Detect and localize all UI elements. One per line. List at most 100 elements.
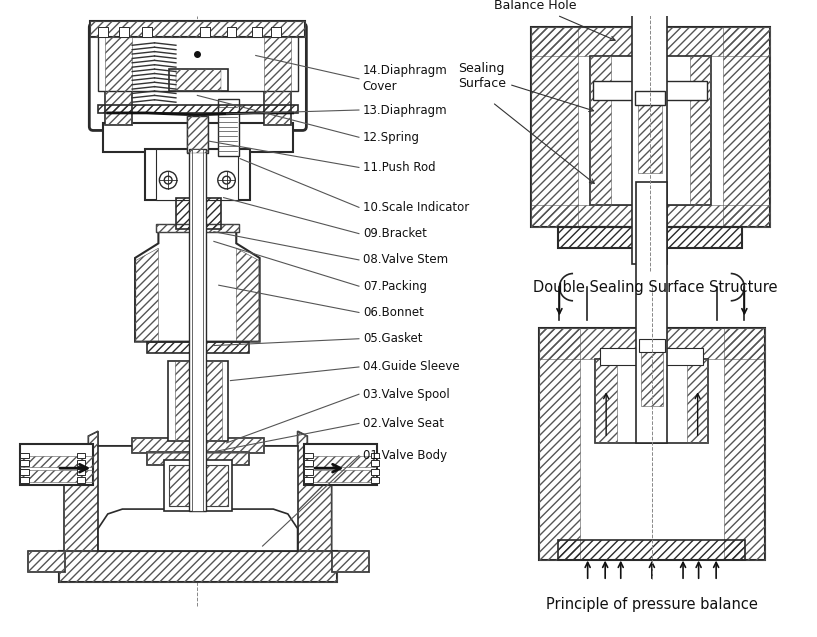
Bar [28, 551, 65, 572]
Bar [28, 551, 65, 572]
Bar [77, 477, 86, 483]
Bar [132, 438, 264, 453]
Polygon shape [135, 229, 260, 341]
Bar [559, 540, 745, 560]
Text: 04.Guide Sleeve: 04.Guide Sleeve [363, 361, 459, 373]
Bar [20, 453, 29, 459]
Text: 02.Valve Seat: 02.Valve Seat [363, 417, 444, 430]
Bar [157, 224, 239, 232]
Bar [371, 469, 379, 475]
Bar [638, 97, 662, 173]
Bar [59, 551, 337, 582]
FancyBboxPatch shape [89, 24, 306, 131]
Bar [169, 465, 227, 506]
Bar [77, 469, 86, 475]
Text: 07.Packing: 07.Packing [363, 280, 426, 292]
Bar [539, 328, 580, 560]
Text: Double Sealing Surface Structure: Double Sealing Surface Structure [533, 280, 777, 296]
Text: 09.Bracket: 09.Bracket [363, 227, 426, 240]
Bar [186, 116, 208, 153]
Text: 11.Push Rod: 11.Push Rod [363, 161, 435, 174]
Bar [132, 438, 264, 453]
Bar [20, 444, 93, 485]
Text: 13.Diaphragm: 13.Diaphragm [363, 103, 448, 117]
Text: 03.Valve Spool: 03.Valve Spool [363, 388, 449, 401]
Bar [142, 27, 152, 37]
Polygon shape [98, 446, 297, 551]
Bar [168, 361, 229, 441]
Bar [20, 469, 29, 475]
Polygon shape [64, 431, 168, 551]
Bar [371, 477, 379, 483]
Bar [305, 470, 377, 482]
Text: 08.Valve Stem: 08.Valve Stem [363, 254, 448, 266]
Bar [264, 37, 291, 125]
Bar [164, 461, 232, 511]
Text: 14.Diaphragm
Cover: 14.Diaphragm Cover [363, 64, 448, 94]
Bar [147, 452, 249, 465]
Polygon shape [226, 431, 332, 551]
Bar [632, 11, 667, 264]
Bar [332, 551, 368, 572]
Bar [539, 328, 765, 560]
Bar [77, 461, 86, 466]
Bar [147, 341, 249, 354]
Bar [59, 551, 337, 582]
Bar [723, 27, 770, 227]
Bar [218, 99, 239, 156]
Bar [176, 197, 221, 229]
Bar [590, 57, 611, 205]
Bar [20, 477, 29, 483]
Bar [639, 339, 664, 352]
Text: Principle of pressure balance: Principle of pressure balance [546, 597, 758, 612]
Bar [98, 446, 297, 551]
Text: Balance Hole: Balance Hole [494, 0, 615, 41]
Bar [105, 37, 132, 125]
Bar [98, 105, 297, 113]
Bar [305, 444, 377, 485]
Bar [724, 328, 765, 560]
Bar [20, 455, 93, 467]
Text: 05.Gasket: 05.Gasket [363, 333, 422, 345]
Bar [539, 328, 765, 359]
Bar [20, 470, 93, 482]
Bar [252, 27, 261, 37]
Bar [690, 57, 712, 205]
Bar [191, 149, 203, 511]
Bar [264, 37, 291, 125]
Bar [200, 27, 210, 37]
Bar [305, 453, 313, 459]
Bar [371, 461, 379, 466]
Circle shape [164, 176, 172, 184]
Bar [305, 455, 377, 467]
Bar [90, 22, 306, 37]
Bar [169, 69, 227, 90]
Bar [531, 27, 578, 227]
Bar [119, 27, 129, 37]
Bar [157, 224, 239, 232]
Bar [186, 116, 208, 153]
Bar [271, 27, 281, 37]
Bar [20, 461, 29, 466]
Text: Sealing
Surface: Sealing Surface [458, 62, 593, 111]
Bar [596, 359, 617, 443]
Text: 10.Scale Indicator: 10.Scale Indicator [363, 201, 469, 214]
Bar [531, 27, 770, 57]
Bar [559, 227, 743, 248]
Bar [77, 453, 86, 459]
Bar [98, 30, 297, 90]
Circle shape [218, 171, 235, 189]
Bar [687, 359, 708, 443]
Bar [305, 461, 313, 466]
Bar [371, 453, 379, 459]
Bar [305, 469, 313, 475]
Bar [305, 477, 313, 483]
Bar [332, 551, 368, 572]
Bar [103, 123, 292, 152]
Circle shape [223, 176, 230, 184]
Circle shape [159, 171, 177, 189]
Bar [145, 149, 250, 199]
Text: 01.Valve Body: 01.Valve Body [363, 449, 447, 462]
Bar [176, 69, 221, 90]
Bar [157, 149, 239, 199]
